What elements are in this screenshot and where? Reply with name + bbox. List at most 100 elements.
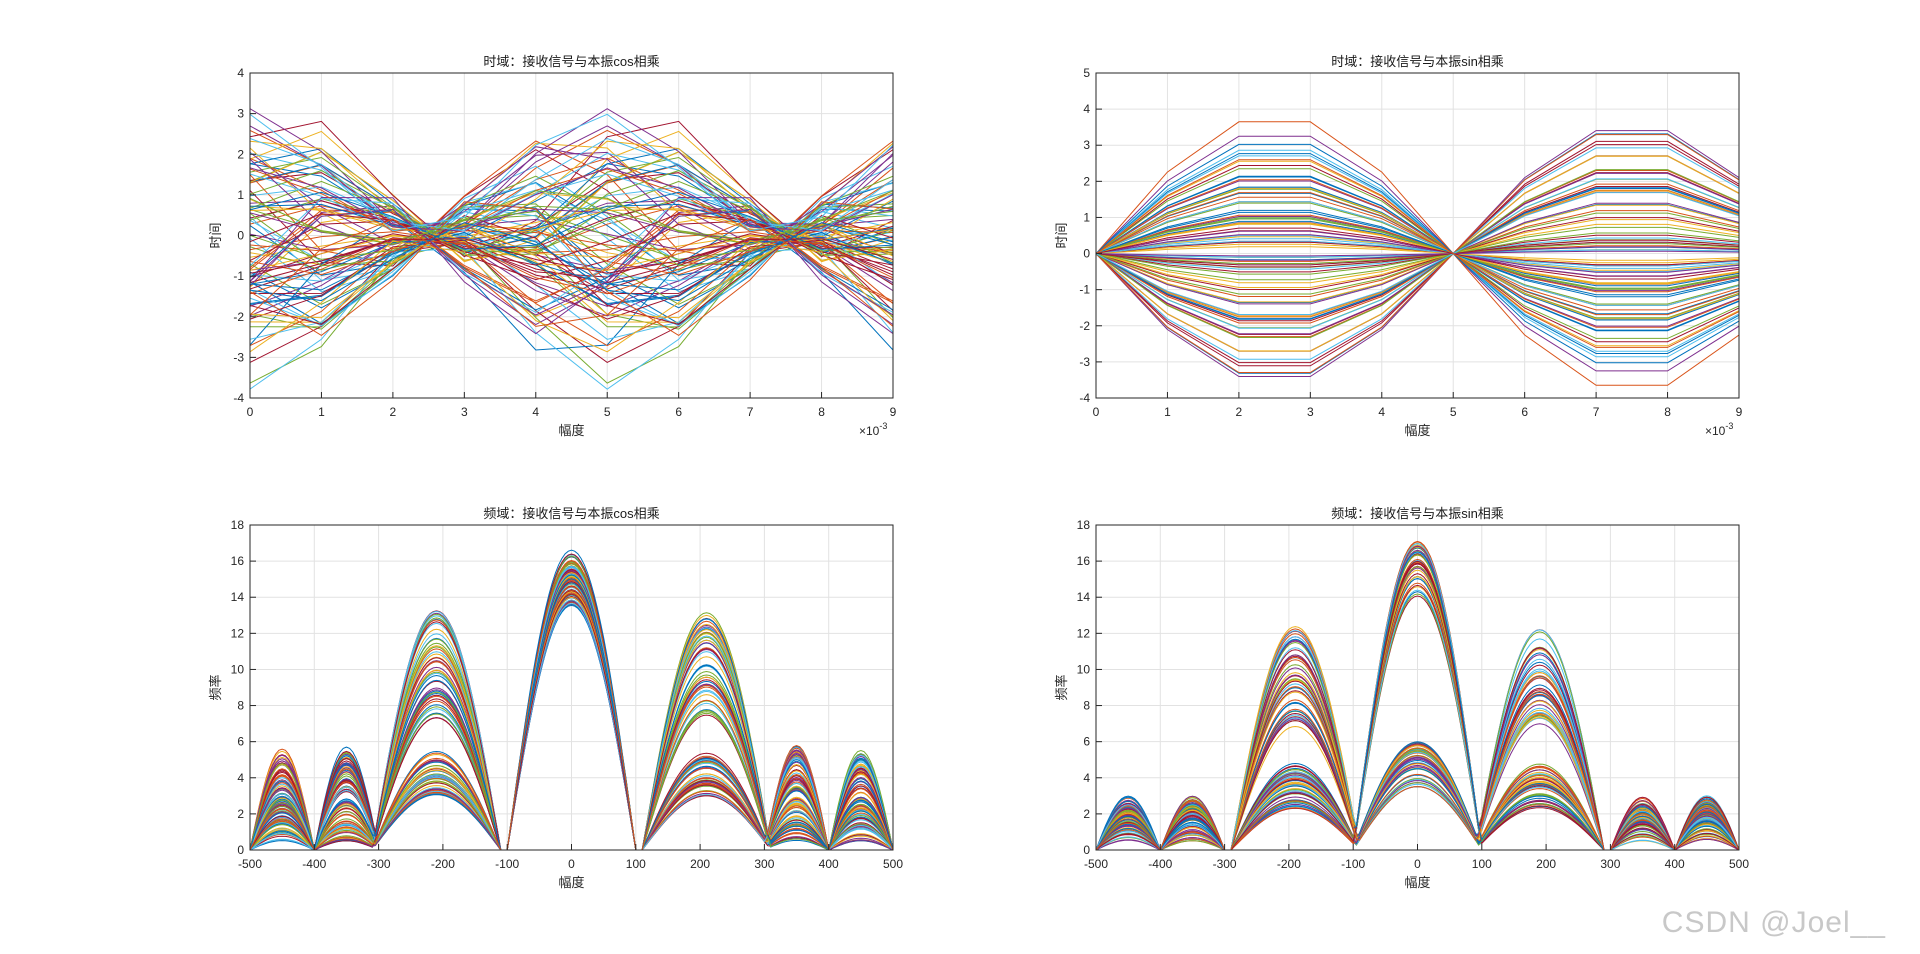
x-tick-label: 5 — [604, 405, 611, 419]
y-axis-label: 频率 — [1054, 674, 1069, 700]
x-tick-label: 7 — [747, 405, 754, 419]
x-tick-label: 1 — [1164, 405, 1171, 419]
y-tick-label: 4 — [237, 771, 244, 785]
y-tick-label: 10 — [231, 662, 245, 676]
y-axis-label: 频率 — [208, 674, 223, 700]
x-exponent-label: ×10-3 — [1705, 421, 1733, 438]
chart-title: 频域：接收信号与本振sin相乘 — [1331, 506, 1504, 521]
y-tick-label: 4 — [1083, 771, 1090, 785]
x-tick-label: 100 — [626, 857, 646, 871]
y-axis-label: 时间 — [208, 222, 223, 248]
y-tick-label: -4 — [233, 391, 244, 405]
x-exponent-label: ×10-3 — [859, 421, 887, 438]
y-tick-label: 10 — [1077, 662, 1091, 676]
y-tick-label: 3 — [237, 107, 244, 121]
x-tick-label: 0 — [1414, 857, 1421, 871]
x-tick-label: 5 — [1450, 405, 1457, 419]
x-tick-label: 2 — [390, 405, 397, 419]
y-tick-label: 6 — [1083, 735, 1090, 749]
chart-td-sin: 0 1 2 3 4 5 6 7 8 9-4-3-2-1012345时域：接收信号与本振sin相乘幅… — [1054, 54, 1743, 438]
x-tick-label: 200 — [690, 857, 710, 871]
y-tick-label: 18 — [1077, 518, 1091, 532]
y-axis-label: 时间 — [1054, 222, 1069, 248]
x-tick-label: 3 — [461, 405, 468, 419]
x-tick-label: 8 — [818, 405, 825, 419]
y-tick-label: 0 — [1083, 843, 1090, 857]
y-tick-label: 14 — [1077, 590, 1091, 604]
x-tick-label: 300 — [754, 857, 774, 871]
x-tick-label: 400 — [1665, 857, 1685, 871]
x-axis-label: 幅度 — [558, 875, 584, 890]
x-tick-label: 500 — [1729, 857, 1749, 871]
chart-title: 时域：接收信号与本振cos相乘 — [483, 54, 659, 69]
y-tick-label: -4 — [1079, 391, 1090, 405]
x-tick-label: 4 — [532, 405, 539, 419]
y-tick-label: 16 — [1077, 554, 1091, 568]
x-axis-label: 幅度 — [1404, 423, 1430, 438]
x-tick-label: 0 — [568, 857, 575, 871]
x-tick-label: -500 — [238, 857, 262, 871]
y-tick-label: 6 — [237, 735, 244, 749]
x-tick-label: -400 — [302, 857, 326, 871]
x-tick-label: 0 — [1093, 405, 1100, 419]
x-tick-label: 0 — [247, 405, 254, 419]
y-tick-label: 8 — [1083, 699, 1090, 713]
y-tick-label: 0 — [237, 843, 244, 857]
x-tick-label: 1 — [318, 405, 325, 419]
y-tick-label: 1 — [1083, 210, 1090, 224]
chart-td-cos: 0 1 2 3 4 5 6 7 8 9 -4 -3 -2 -1 0 1 2 3 4 时域：接收信号与本振cos相乘幅度… — [208, 54, 897, 438]
y-tick-label: 2 — [1083, 807, 1090, 821]
x-tick-label: 3 — [1307, 405, 1314, 419]
x-tick-label: -300 — [367, 857, 391, 871]
x-tick-label: 9 — [1736, 405, 1743, 419]
y-tick-label: -2 — [233, 310, 244, 324]
x-axis-label: 幅度 — [558, 423, 584, 438]
x-tick-label: 4 — [1378, 405, 1385, 419]
y-tick-label: -3 — [1079, 355, 1090, 369]
x-tick-label: 9 — [890, 405, 897, 419]
chart-fd-sin: -500 -400 -300 -200 -100 0 100 200 300 400 500 0 2 4 6… — [1054, 506, 1749, 890]
y-tick-label: -3 — [233, 350, 244, 364]
y-tick-label: 4 — [1083, 102, 1090, 116]
x-tick-label: -400 — [1148, 857, 1172, 871]
x-tick-label: 200 — [1536, 857, 1556, 871]
y-tick-label: 2 — [237, 147, 244, 161]
y-tick-label: 12 — [231, 626, 245, 640]
chart-title: 频域：接收信号与本振cos相乘 — [483, 506, 659, 521]
y-tick-label: -1 — [233, 269, 244, 283]
y-tick-label: 16 — [231, 554, 245, 568]
x-tick-label: -500 — [1084, 857, 1108, 871]
y-tick-label: 0 — [1083, 247, 1090, 261]
x-axis-label: 幅度 — [1404, 875, 1430, 890]
y-tick-label: 12 — [1077, 626, 1091, 640]
y-tick-label: 1 — [237, 188, 244, 202]
x-tick-label: 400 — [819, 857, 839, 871]
x-tick-label: 100 — [1472, 857, 1492, 871]
x-tick-label: 6 — [1521, 405, 1528, 419]
x-tick-label: -300 — [1213, 857, 1237, 871]
chart-title: 时域：接收信号与本振sin相乘 — [1331, 54, 1504, 69]
y-tick-label: 4 — [237, 66, 244, 80]
x-tick-label: 300 — [1600, 857, 1620, 871]
x-tick-label: 500 — [883, 857, 903, 871]
y-tick-label: 2 — [237, 807, 244, 821]
x-tick-label: 2 — [1236, 405, 1243, 419]
x-tick-label: -100 — [1341, 857, 1365, 871]
y-tick-label: 14 — [231, 590, 245, 604]
x-tick-label: -200 — [431, 857, 455, 871]
y-tick-label: 0 — [237, 229, 244, 243]
y-tick-label: -2 — [1079, 319, 1090, 333]
y-tick-label: 18 — [231, 518, 245, 532]
x-tick-label: 6 — [675, 405, 682, 419]
y-tick-label: -1 — [1079, 283, 1090, 297]
y-tick-label: 3 — [1083, 138, 1090, 152]
chart-fd-cos: -500 -400 -300 -200 -100 0 100 200 300 400 500 0 2 4 6… — [208, 506, 903, 890]
x-tick-label: -200 — [1277, 857, 1301, 871]
y-tick-label: 5 — [1083, 66, 1090, 80]
watermark-text: CSDN @Joel__ — [1662, 906, 1886, 940]
y-tick-label: 2 — [1083, 174, 1090, 188]
y-tick-label: 8 — [237, 699, 244, 713]
x-tick-label: -100 — [495, 857, 519, 871]
x-tick-label: 7 — [1593, 405, 1600, 419]
